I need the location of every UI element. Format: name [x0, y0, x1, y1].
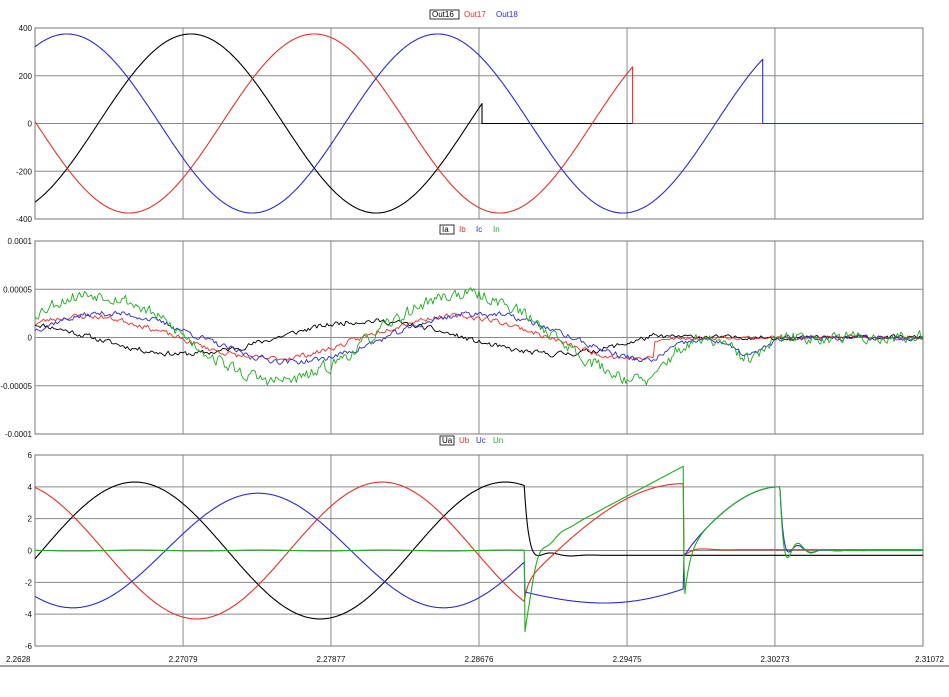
- series-line-ua: [34, 481, 923, 620]
- y-tick-label: 400: [19, 24, 33, 33]
- legend-selected-box: [439, 435, 455, 446]
- legend-item-ib[interactable]: Ib: [459, 225, 466, 234]
- legend-selected-box: [439, 224, 455, 235]
- y-tick-label: -0.00005: [0, 382, 32, 391]
- y-tick-label: 0.0001: [8, 237, 33, 246]
- y-tick-label: -200: [16, 167, 33, 176]
- legend: Ia Ib Ic In: [439, 224, 500, 235]
- legend-selected-box: [429, 9, 460, 20]
- legend-item-ia[interactable]: Ia: [442, 225, 449, 234]
- panel-3: 6 4 2 0 -2 -4 -6 Ua Ub Uc Un: [25, 435, 924, 651]
- y-tick-label: 2: [28, 515, 33, 524]
- x-tick-label: 2.28676: [465, 655, 494, 664]
- x-tick-label: 2.30273: [760, 655, 789, 664]
- y-tick-label: -6: [25, 642, 33, 651]
- legend-item-uc[interactable]: Uc: [476, 436, 486, 445]
- x-tick-label: 2.29475: [613, 655, 642, 664]
- y-tick-label: 4: [28, 483, 33, 492]
- legend-item-ub[interactable]: Ub: [459, 436, 470, 445]
- series-line-ia: [34, 318, 924, 358]
- x-tick-label: 2.27877: [316, 655, 345, 664]
- y-tick-label: -2: [25, 578, 33, 587]
- y-tick-label: 6: [28, 451, 33, 460]
- y-tick-label: 0.00005: [3, 285, 32, 294]
- panel-1: 400 200 0 -200 -400 Out16 Out17 Out18: [16, 9, 924, 224]
- y-tick-label: 0: [28, 120, 33, 129]
- series-line-out18: [34, 33, 923, 214]
- legend-item-in[interactable]: In: [493, 225, 500, 234]
- x-tick-label: 2.31072: [915, 655, 944, 664]
- legend-item-ic[interactable]: Ic: [476, 225, 482, 234]
- y-tick-label: -0.0001: [5, 430, 33, 439]
- legend-item-un[interactable]: Un: [493, 436, 503, 445]
- x-axis: 2.2628 2.27079 2.27877 2.28676 2.29475 2.3027…: [0, 655, 949, 667]
- legend-item-out17[interactable]: Out17: [464, 10, 486, 19]
- legend: Out16 Out17 Out18: [429, 9, 518, 20]
- y-tick-label: -4: [25, 610, 33, 619]
- series-line-un: [35, 465, 923, 633]
- x-tick-label: 2.27079: [169, 655, 198, 664]
- panel-2: 0.0001 0.00005 0 -0.00005 -0.0001 Ia Ib Ic In: [0, 224, 924, 439]
- legend-item-out16[interactable]: Out16: [432, 10, 454, 19]
- y-tick-label: 0: [28, 334, 33, 343]
- series-line-ub: [34, 481, 923, 620]
- legend: Ua Ub Uc Un: [439, 435, 503, 446]
- legend-item-ua[interactable]: Ua: [442, 436, 453, 445]
- y-tick-label: 0: [28, 547, 33, 556]
- x-tick-label: 2.2628: [6, 655, 31, 664]
- legend-item-out18[interactable]: Out18: [496, 10, 518, 19]
- series-line-ic: [34, 310, 924, 365]
- y-tick-label: 200: [19, 72, 33, 81]
- series-line-in: [34, 287, 924, 386]
- y-tick-label: -400: [16, 215, 33, 224]
